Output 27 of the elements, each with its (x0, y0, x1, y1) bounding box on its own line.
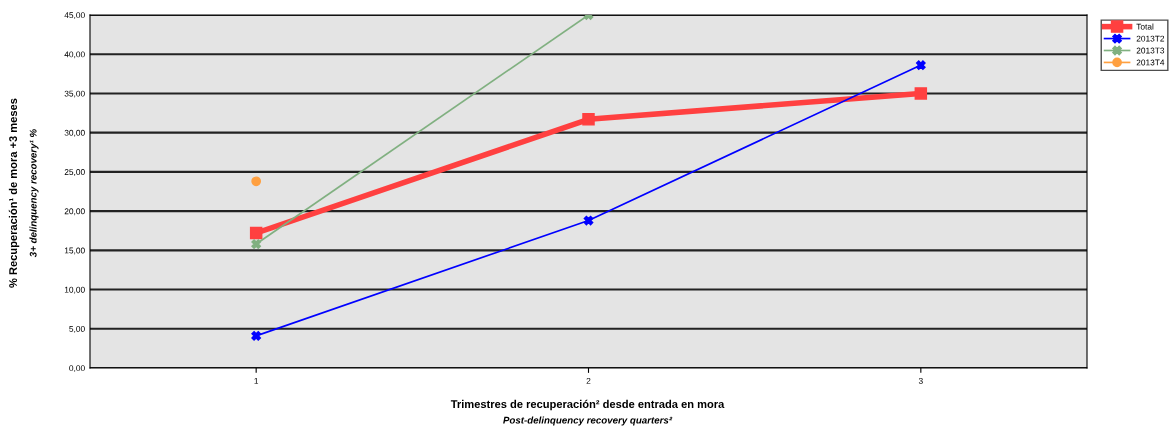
y-tick-label: 20,00 (64, 208, 85, 216)
legend-label: 2013T3 (1136, 47, 1165, 54)
y-tick-label: 25,00 (64, 169, 85, 176)
y-tick-label: 5,00 (69, 325, 85, 333)
y-tick-label: 40,00 (64, 51, 85, 59)
y-axis-title: % Recuperación¹ de mora +3 meses 3+ delinquency recovery¹ % (8, 98, 39, 288)
x-axis-title: Trimestres de recuperación² desde entrada en mora Post-delinquency recovery quarters² (450, 399, 725, 426)
legend-label: 2013T4 (1136, 59, 1165, 66)
point (251, 330, 262, 341)
legend-label: 2013T2 (1136, 35, 1165, 42)
y-tick-label: 35,00 (64, 90, 85, 98)
x-tick-label: 1 (254, 378, 259, 384)
point (249, 226, 263, 240)
x-tick-label: 3 (918, 377, 923, 384)
y-tick-label: 0,00 (69, 365, 85, 373)
point (251, 239, 262, 249)
point (583, 215, 594, 226)
legend-label: Total (1136, 23, 1154, 30)
y-tick-label: 15,00 (64, 247, 85, 255)
point (251, 176, 262, 187)
x-tick-label: 2 (586, 377, 591, 384)
y-tick-label: 30,00 (64, 129, 85, 137)
point (915, 60, 926, 71)
y-tick-label: 45,00 (64, 12, 85, 20)
point (914, 87, 928, 100)
point (582, 113, 595, 126)
y-tick-label: 10,00 (64, 286, 85, 294)
